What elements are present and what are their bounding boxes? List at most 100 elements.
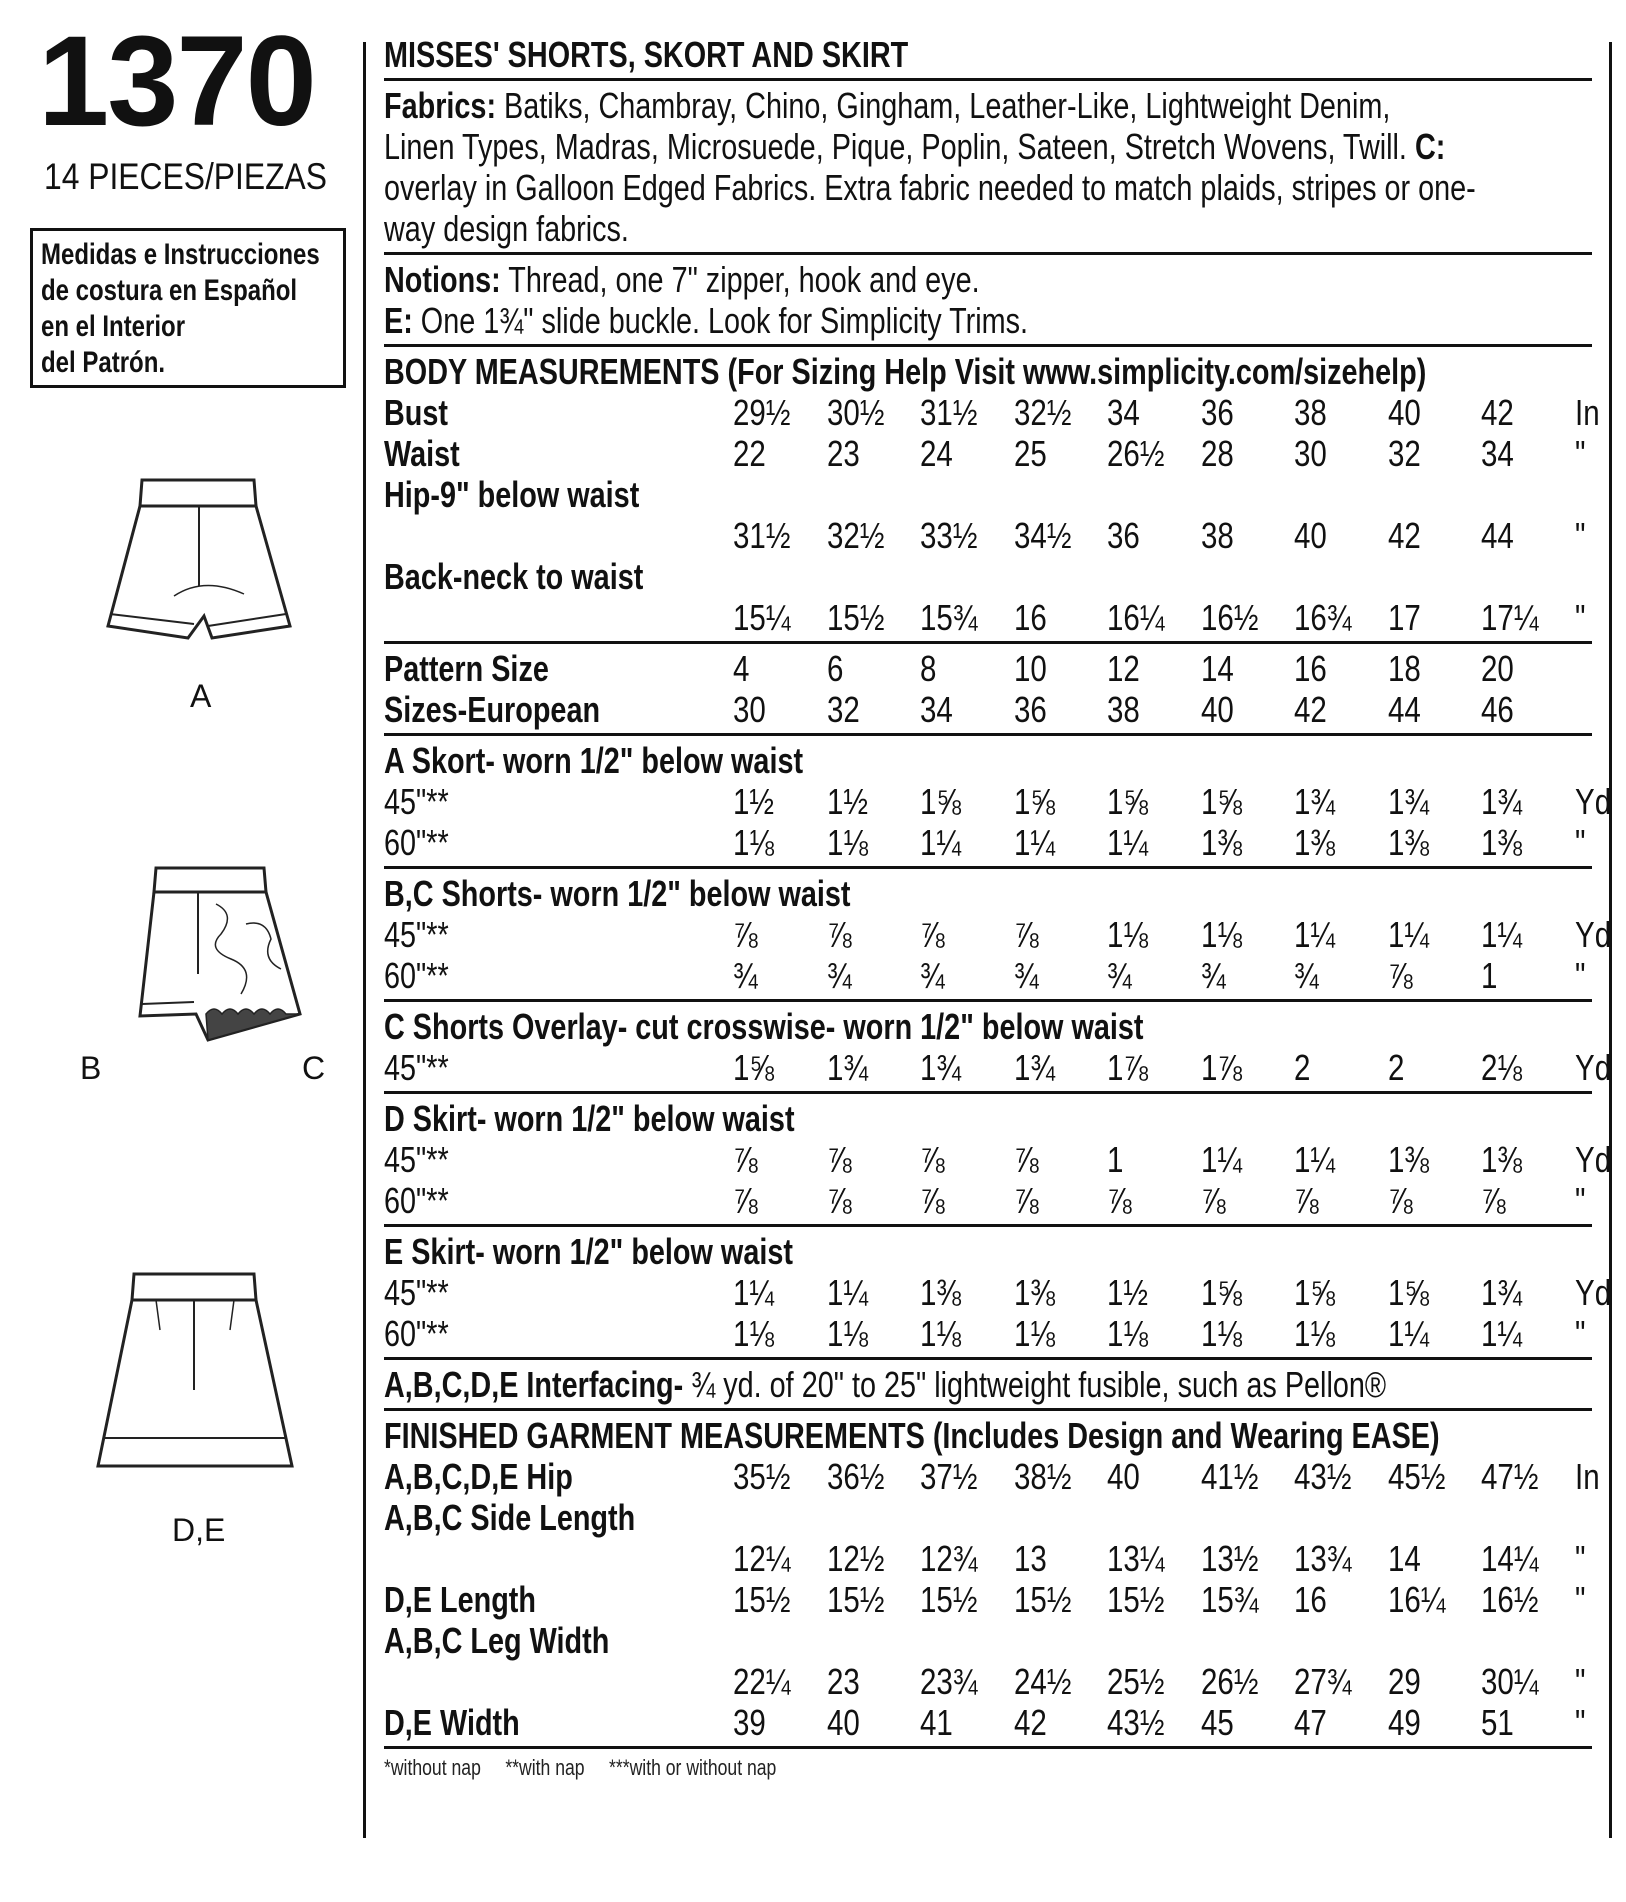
table-row: Back-neck to waist (384, 556, 1592, 597)
value: 1⅞ (1107, 1047, 1149, 1088)
row-label-text: Sizes-European (384, 689, 601, 730)
value: 1 (1107, 1139, 1124, 1180)
value-cell (1294, 1620, 1388, 1661)
skort-drawing-icon (106, 478, 292, 640)
finished-measurements-heading: FINISHED GARMENT MEASUREMENTS (Includes … (384, 1415, 1440, 1456)
value-cell: 45½ (1388, 1456, 1482, 1497)
row-label: Bust (384, 392, 733, 433)
value: 16 (1013, 597, 1047, 638)
unit-cell (1575, 648, 1593, 689)
value: ⅞ (733, 1180, 758, 1221)
value-cell: 1 (1107, 1139, 1201, 1180)
unit-cell: " (1575, 433, 1593, 474)
value-cell: 1⅝ (1201, 1272, 1295, 1313)
divider (384, 344, 1592, 347)
value: 1⅛ (826, 822, 868, 863)
value-cell: ⅞ (827, 1180, 921, 1221)
value-cell: 1⅞ (1107, 1047, 1201, 1088)
value-cell: 1¼ (1107, 822, 1201, 863)
yardage-heading: C Shorts Overlay- cut crosswise- worn 1/… (384, 1006, 1592, 1047)
value: 1⅛ (1107, 914, 1149, 955)
unit: " (1574, 433, 1585, 474)
divider (384, 733, 1592, 736)
yardage-table: 45"** ⅞ ⅞ ⅞ ⅞ 1 1¼ 1¼ 1⅜ 1⅜ Yd 60"** ⅞ ⅞ ⅞ ⅞ ⅞ ⅞ ⅞ ⅞ ⅞ " (384, 1139, 1611, 1221)
interfacing-label: A,B,C,D,E Interfacing- (384, 1364, 684, 1405)
value: 37½ (920, 1456, 978, 1497)
value-cell: 1⅝ (920, 781, 1014, 822)
value-cell: 1⅝ (1201, 781, 1295, 822)
value-cell: 41 (920, 1702, 1014, 1743)
value: 45 (1200, 1702, 1234, 1743)
notions-text: One 1¾" slide buckle. Look for Simplicit… (412, 300, 1029, 341)
value: ⅞ (1013, 1139, 1039, 1180)
value-cell: 1¼ (1388, 1313, 1482, 1354)
value: 13 (1013, 1538, 1047, 1579)
value: 12 (1107, 648, 1140, 689)
value: 36 (1013, 689, 1047, 730)
value: 16½ (1481, 1579, 1539, 1620)
value: 40 (1387, 392, 1421, 433)
unit: Yd (1574, 1047, 1611, 1088)
divider (384, 1408, 1592, 1411)
value: 42 (1387, 515, 1421, 556)
finished-measurements-table: A,B,C,D,E Hip 35½ 36½ 37½ 38½ 40 41½ 43½ 45½ 47½ I… (384, 1456, 1599, 1743)
value-cell (920, 1497, 1014, 1538)
value-cell: 26½ (1201, 1661, 1295, 1702)
value-cell (1201, 474, 1295, 515)
value: 1¼ (1294, 1139, 1336, 1180)
body-measurements-table: Bust 29½ 30½ 31½ 32½ 34 36 38 40 42 In Waist 22 23 24 2… (384, 392, 1599, 638)
value-cell: 1⅛ (1201, 1313, 1295, 1354)
value-cell: 12 (1107, 648, 1201, 689)
value: 24 (920, 433, 953, 474)
value-cell: 12¼ (733, 1538, 827, 1579)
value: 47½ (1481, 1456, 1539, 1497)
value-cell (1294, 474, 1388, 515)
value: 38 (1294, 392, 1327, 433)
value-cell: 14¼ (1481, 1538, 1575, 1579)
value-cell: 15½ (827, 597, 921, 638)
value: 30 (733, 689, 766, 730)
pattern-number: 1370 (38, 10, 317, 153)
value: 41 (920, 1702, 953, 1743)
value: 15¼ (733, 597, 791, 638)
yardage-table: 45"** 1⅝ 1¾ 1¾ 1¾ 1⅞ 1⅞ 2 2 2⅛ Yd (384, 1047, 1611, 1088)
value-cell: ⅞ (827, 914, 921, 955)
value: 35½ (733, 1456, 791, 1497)
yardage-table: 45"** 1½ 1½ 1⅝ 1⅝ 1⅝ 1⅝ 1¾ 1¾ 1¾ Yd 60"** 1⅛ 1⅛ 1¼ 1¼ 1¼… (384, 781, 1611, 863)
unit: " (1574, 1180, 1585, 1221)
value-cell (1201, 1497, 1295, 1538)
divider (384, 1224, 1592, 1227)
value-cell: 13½ (1201, 1538, 1295, 1579)
value: 1⅛ (1294, 1313, 1336, 1354)
value-cell (1481, 1620, 1575, 1661)
value-cell: 1⅞ (1201, 1047, 1295, 1088)
row-label: Sizes-European (384, 689, 733, 730)
notions-label: Notions: (384, 259, 501, 300)
value-cell: 1⅝ (1388, 1272, 1482, 1313)
value: 13½ (1200, 1538, 1258, 1579)
value: 1¼ (1013, 822, 1055, 863)
divider (384, 999, 1592, 1002)
value-cell: 25½ (1107, 1661, 1201, 1702)
value: 36½ (826, 1456, 884, 1497)
value: 38 (1107, 689, 1140, 730)
value: 51 (1481, 1702, 1514, 1743)
value: 1⅝ (1387, 1272, 1429, 1313)
unit-cell: Yd (1575, 781, 1619, 822)
value-cell: 1¼ (1388, 914, 1482, 955)
value: ⅞ (733, 1139, 758, 1180)
value-cell: 1¾ (1014, 1047, 1108, 1088)
yardage-heading-text: B,C Shorts- worn 1/2" below waist (384, 873, 851, 914)
value: 29½ (733, 392, 791, 433)
value: ¾ (1200, 955, 1226, 996)
value-cell: 26½ (1107, 433, 1201, 474)
value: 1⅜ (1387, 1139, 1429, 1180)
value-cell: 1⅛ (920, 1313, 1014, 1354)
value-cell: 1¼ (1481, 1313, 1575, 1354)
divider (384, 1357, 1592, 1360)
unit: Yd (1574, 1139, 1611, 1180)
row-label: D,E Length (384, 1579, 733, 1620)
unit: In (1574, 1456, 1600, 1497)
value-cell: 34 (920, 689, 1014, 730)
value: 30 (1294, 433, 1327, 474)
